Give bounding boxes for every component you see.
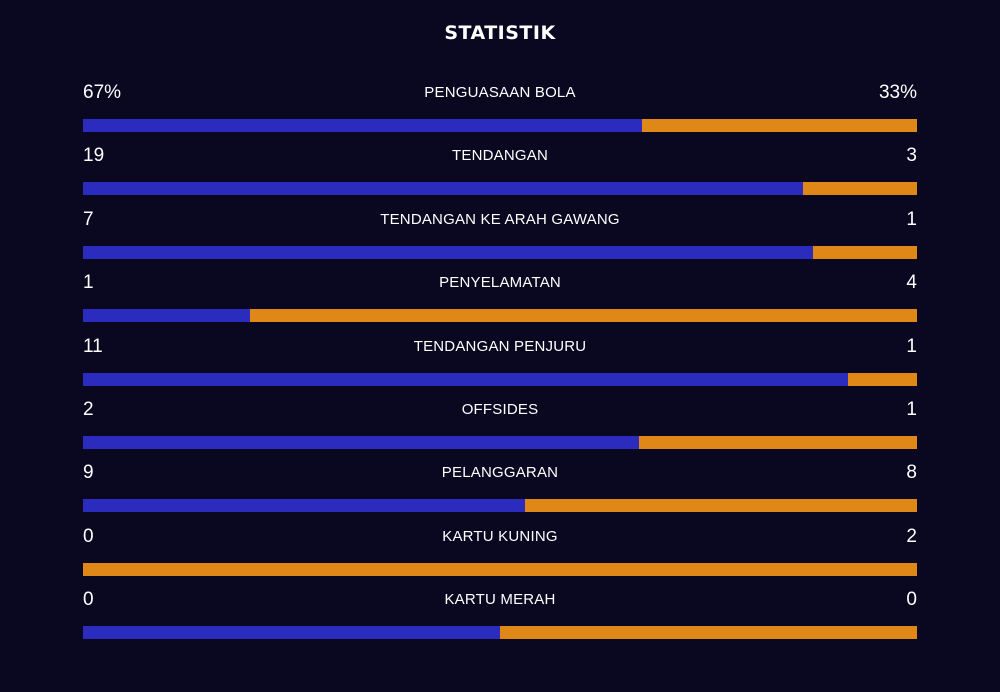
away-bar-segment [249,309,917,323]
stat-row-offsides: 2 OFFSIDES 1 [83,395,917,458]
away-bar-segment [639,435,917,449]
home-value: 9 [83,462,94,484]
home-bar-segment [83,372,848,386]
home-value: 2 [83,398,94,420]
away-bar-segment [524,499,917,513]
away-value: 8 [906,462,917,484]
stat-row-fouls: 9 PELANGGARAN 8 [83,458,917,521]
stat-bar [83,435,917,449]
stat-label: KARTU MERAH [444,591,556,609]
stat-label: TENDANGAN [452,147,548,165]
home-bar-segment [83,626,500,640]
stat-bar [83,119,917,132]
away-bar-segment [847,372,917,386]
stat-label: TENDANGAN KE ARAH GAWANG [380,210,620,228]
away-bar-segment [803,182,917,196]
stat-bar [83,499,917,513]
stat-label: TENDANGAN PENJURU [413,337,587,355]
home-bar-segment [83,245,813,259]
stats-list: 67% PENGUASAAN BOLA 33% 19 TENDANGAN 3 7… [83,78,917,649]
stat-label: PELANGGARAN [441,464,559,482]
away-bar-segment [500,626,917,640]
away-bar-segment [83,562,917,576]
away-value: 4 [906,272,917,294]
home-value: 7 [83,208,94,230]
home-value: 11 [83,335,103,357]
away-value: 33% [878,82,917,103]
away-value: 1 [906,398,917,420]
stat-row-saves: 1 PENYELAMATAN 4 [83,268,917,331]
stat-row-shots: 19 TENDANGAN 3 [83,141,917,204]
away-bar-segment [812,245,917,259]
stat-row-red-cards: 0 KARTU MERAH 0 [83,585,917,648]
home-bar-segment [83,119,642,132]
home-value: 67% [83,82,122,103]
stat-row-shots-on-target: 7 TENDANGAN KE ARAH GAWANG 1 [83,205,917,268]
stat-bar [83,245,917,259]
away-value: 1 [906,335,917,357]
home-value: 1 [83,272,94,294]
stat-label: OFFSIDES [461,400,539,418]
stat-label: PENYELAMATAN [439,274,561,292]
stat-bar [83,372,917,386]
stat-label: PENGUASAAN BOLA [424,84,576,101]
stats-title: STATISTIK [444,22,556,44]
home-value: 0 [83,589,94,611]
home-bar-segment [83,309,250,323]
away-value: 0 [906,589,917,611]
home-bar-segment [83,435,640,449]
stat-row-possession: 67% PENGUASAAN BOLA 33% [83,78,917,141]
stat-row-corners: 11 TENDANGAN PENJURU 1 [83,332,917,395]
stat-bar [83,626,917,640]
home-bar-segment [83,499,525,513]
away-value: 3 [906,145,917,167]
stat-label: KARTU KUNING [442,527,558,545]
home-value: 19 [83,145,105,167]
away-value: 2 [906,525,917,547]
away-value: 1 [906,208,917,230]
away-bar-segment [641,119,917,132]
stat-bar [83,562,917,576]
stat-bar [83,182,917,196]
home-value: 0 [83,525,94,547]
stat-bar [83,309,917,323]
home-bar-segment [83,182,804,196]
stat-row-yellow-cards: 0 KARTU KUNING 2 [83,522,917,585]
